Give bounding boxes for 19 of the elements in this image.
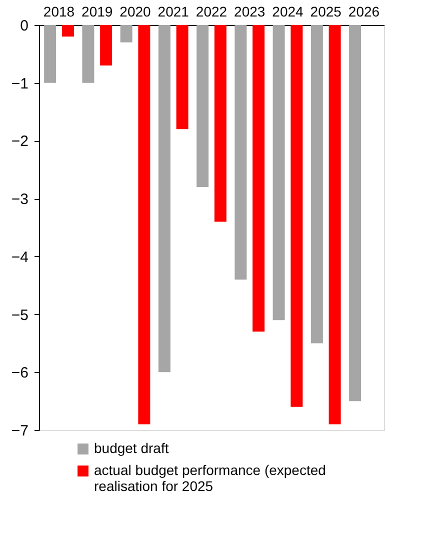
y-tick-label: −6 bbox=[11, 364, 28, 382]
y-tick-label: −5 bbox=[11, 306, 28, 324]
x-tick-label: 2021 bbox=[158, 4, 190, 20]
x-tick-label: 2022 bbox=[196, 4, 228, 20]
x-tick-label: 2019 bbox=[82, 4, 113, 20]
y-tick-label: −7 bbox=[11, 422, 28, 440]
x-tick-label: 2026 bbox=[348, 4, 380, 20]
x-tick-label: 2025 bbox=[310, 4, 342, 20]
y-tick-label: −2 bbox=[11, 133, 28, 150]
x-tick-label: 2018 bbox=[43, 4, 75, 20]
y-tick-label: −3 bbox=[11, 191, 28, 208]
x-tick-label: 2023 bbox=[234, 4, 266, 20]
x-tick-label: 2020 bbox=[120, 4, 152, 20]
y-tick-label: −1 bbox=[11, 75, 28, 92]
y-tick-label: −4 bbox=[11, 248, 28, 266]
y-tick-label: 0 bbox=[20, 18, 28, 34]
legend-label: actual budget performance (expected realisation for 2025 bbox=[94, 462, 326, 494]
x-tick-label: 2024 bbox=[272, 4, 304, 20]
legend-label: budget draft bbox=[94, 440, 169, 456]
